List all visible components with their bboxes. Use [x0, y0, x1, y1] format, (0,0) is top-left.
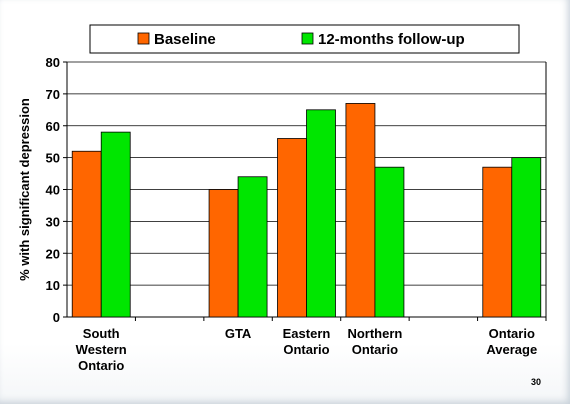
bar-followup-7	[511, 157, 542, 318]
bar-followup-4	[306, 109, 336, 318]
y-tick-label: 70	[46, 87, 60, 102]
bar-followup-3	[237, 176, 268, 318]
legend-label-1: Baseline	[154, 31, 216, 48]
x-category-label: Eastern	[283, 326, 331, 341]
y-tick-label: 50	[46, 151, 60, 166]
x-category-label: Ontario	[489, 326, 535, 341]
bar-followup-1	[100, 131, 131, 318]
bar-baseline-5	[345, 103, 376, 318]
x-category-label: South	[83, 326, 120, 341]
x-category-label: Ontario	[283, 342, 329, 357]
y-axis-title: % with significant depression	[17, 98, 32, 281]
bar-baseline-7	[482, 166, 513, 318]
y-tick-label: 40	[46, 183, 60, 198]
x-category-label: Ontario	[352, 342, 398, 357]
legend-label-2: 12-months follow-up	[318, 31, 465, 48]
y-tick-label: 30	[46, 214, 60, 229]
y-tick-label: 60	[46, 119, 60, 134]
x-category-label: Northern	[347, 326, 402, 341]
x-category-label: Western	[76, 342, 127, 357]
bar-baseline-3	[208, 189, 239, 318]
bar-baseline-4	[277, 138, 307, 318]
page-number: 30	[531, 377, 541, 387]
y-tick-label: 80	[46, 55, 60, 70]
x-category-label: Average	[486, 342, 537, 357]
y-tick-label: 0	[53, 310, 60, 325]
bar-baseline-1	[71, 150, 102, 318]
x-category-label: Ontario	[78, 358, 124, 373]
legend-swatch-2	[301, 32, 314, 45]
y-tick-label: 20	[46, 246, 60, 261]
bar-followup-5	[374, 166, 405, 318]
y-tick-label: 10	[46, 278, 60, 293]
x-category-label: GTA	[225, 326, 252, 341]
legend-swatch-1	[137, 32, 150, 45]
